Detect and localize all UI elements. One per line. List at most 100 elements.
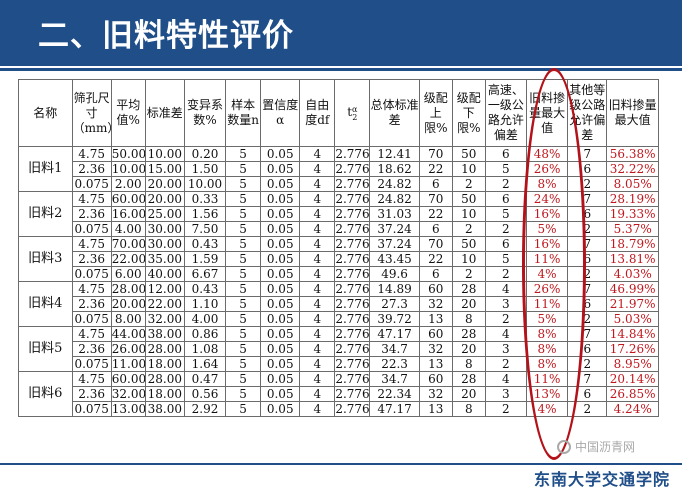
table-cell: 0.05: [260, 311, 301, 327]
material-name-cell: 旧料6: [18, 371, 73, 417]
table-cell: 26%: [525, 281, 569, 297]
table-cell: 3: [484, 386, 527, 402]
table-cell: 0.56: [183, 386, 227, 402]
table-cell: 7: [567, 281, 608, 297]
header-grading-upper: 级配上限%: [418, 79, 453, 147]
table-cell: 2.36: [71, 341, 112, 357]
table-cell: 14.89: [369, 281, 420, 297]
table-cell: 2.776: [334, 356, 371, 372]
table-cell: 0.05: [260, 251, 301, 267]
table-cell: 10.00: [144, 146, 185, 162]
table-cell: 26.85%: [606, 386, 659, 402]
table-row: 0.075 13.00 38.00 2.92 5 0.05 4 2.776 47.17 13 8 2 4…: [19, 401, 659, 417]
table-cell: 60: [418, 371, 453, 387]
table-cell: 6: [567, 386, 608, 402]
t-subscript: α: [352, 104, 358, 114]
header-dof: 自由度df: [299, 79, 336, 147]
table-cell: 6: [418, 266, 453, 282]
table-cell: 21.97%: [606, 296, 659, 312]
table-row: 2.36 32.00 18.00 0.56 5 0.05 4 2.776 22.34 32 20 3 1…: [19, 386, 659, 402]
table-cell: 10: [451, 251, 486, 267]
table-cell: 0.20: [183, 146, 227, 162]
table-cell: 24%: [525, 191, 569, 207]
header-sieve-size: 筛孔尺寸（mm）: [71, 79, 112, 147]
table-cell: 17.26%: [606, 341, 659, 357]
table-cell: 1.50: [183, 161, 227, 177]
table-cell: 0.075: [71, 266, 112, 282]
table-cell: 4.75: [71, 146, 112, 162]
header-max-rap-other: 旧料掺量最大值: [606, 79, 659, 147]
table-cell: 4: [299, 311, 336, 327]
table-cell: 10: [451, 206, 486, 222]
table-cell: 32.22%: [606, 161, 659, 177]
table-cell: 5: [225, 281, 262, 297]
table-cell: 1.56: [183, 206, 227, 222]
header-sample-size: 样本数量n: [225, 79, 262, 147]
table-row: 2.36 16.00 25.00 1.56 5 0.05 4 2.776 31.03 22 10 5 1…: [19, 206, 659, 222]
table-row: 旧料6 4.75 60.00 28.00 0.47 5 0.05 4 2.776 34.7 60 28…: [18, 371, 659, 417]
table-cell: 43.45: [369, 251, 420, 267]
table-row: 0.075 2.00 20.00 10.00 5 0.05 4 2.776 24.82 6 2 2 8%…: [19, 176, 659, 192]
table-cell: 0.33: [183, 191, 227, 207]
table-cell: 13.00: [110, 401, 146, 417]
table-cell: 4.00: [110, 221, 146, 237]
table-cell: 5: [225, 296, 262, 312]
table-cell: 70.00: [110, 236, 146, 252]
table-cell: 2: [567, 311, 608, 327]
table-cell: 22.00: [144, 296, 185, 312]
table-cell: 7: [567, 146, 608, 162]
table-cell: 4: [299, 161, 336, 177]
table-cell: 2: [484, 221, 527, 237]
table-cell: 70: [418, 191, 453, 207]
table-cell: 50: [451, 236, 486, 252]
table-cell: 50: [451, 191, 486, 207]
table-cell: 0.05: [260, 341, 301, 357]
table-cell: 4.03%: [606, 266, 659, 282]
header-grading-lower: 级配下限%: [451, 79, 486, 147]
table-cell: 2.776: [334, 146, 371, 162]
table-cell: 22.3: [369, 356, 420, 372]
table-cell: 6: [418, 221, 453, 237]
data-table-container: 名称 筛孔尺寸（mm） 平均值% 标准差 变异系数% 样本数量n 置信度α 自由…: [18, 79, 659, 417]
table-cell: 56.38%: [606, 146, 659, 162]
table-cell: 20: [451, 386, 486, 402]
table-cell: 25.00: [144, 206, 185, 222]
table-cell: 11.00: [110, 356, 146, 372]
table-cell: 7: [567, 236, 608, 252]
table-cell: 14.84%: [606, 326, 659, 342]
table-cell: 27.3: [369, 296, 420, 312]
table-cell: 22.34: [369, 386, 420, 402]
table-cell: 5: [225, 371, 262, 387]
table-cell: 0.05: [260, 296, 301, 312]
table-cell: 0.05: [260, 371, 301, 387]
table-cell: 24.82: [369, 191, 420, 207]
table-cell: 32.00: [144, 311, 185, 327]
table-cell: 6: [567, 251, 608, 267]
table-cell: 4.00: [183, 311, 227, 327]
table-cell: 60: [418, 281, 453, 297]
table-cell: 2: [484, 311, 527, 327]
table-cell: 0.05: [260, 221, 301, 237]
header-population-std: 总体标准差: [369, 79, 420, 147]
footer-bar: 东南大学交通学院: [0, 466, 682, 489]
table-cell: 6: [484, 191, 527, 207]
table-cell: 12.41: [369, 146, 420, 162]
table-cell: 2.776: [334, 281, 371, 297]
material-name-cell: 旧料4: [18, 281, 73, 327]
header-name: 名称: [18, 79, 73, 147]
table-cell: 0.05: [260, 281, 301, 297]
table-cell: 2.36: [71, 206, 112, 222]
table-cell: 30.00: [144, 236, 185, 252]
table-cell: 7: [567, 326, 608, 342]
table-cell: 6: [484, 236, 527, 252]
material-name-cell: 旧料1: [18, 146, 73, 192]
table-cell: 4: [299, 386, 336, 402]
table-cell: 4: [299, 251, 336, 267]
table-cell: 5: [484, 161, 527, 177]
table-cell: 2.36: [71, 251, 112, 267]
table-cell: 18.00: [144, 386, 185, 402]
table-cell: 0.05: [260, 176, 301, 192]
table-cell: 0.05: [260, 206, 301, 222]
table-cell: 11%: [525, 296, 569, 312]
table-cell: 6: [484, 146, 527, 162]
